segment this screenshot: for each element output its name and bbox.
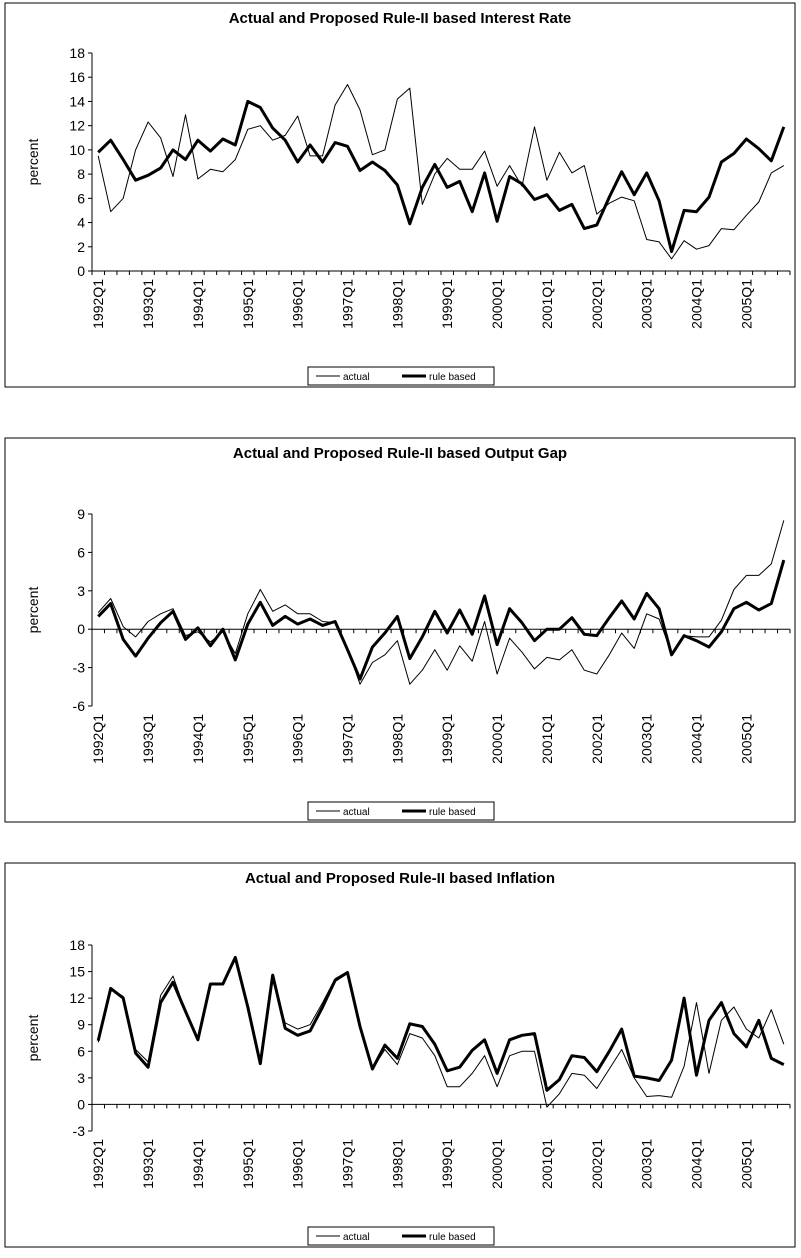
y-tick-label: 12 xyxy=(69,118,85,134)
x-tick-label: 2000Q1 xyxy=(489,279,505,329)
x-tick-label: 1998Q1 xyxy=(389,1139,405,1189)
x-tick-label: 1999Q1 xyxy=(439,714,455,764)
y-tick-label: 0 xyxy=(77,1096,85,1112)
x-tick-label: 2004Q1 xyxy=(689,279,705,329)
y-tick-label: 12 xyxy=(69,990,85,1006)
y-axis-label: percent xyxy=(25,587,41,634)
x-tick-label: 2003Q1 xyxy=(639,1139,655,1189)
x-tick-label: 1997Q1 xyxy=(340,279,356,329)
y-tick-label: 4 xyxy=(77,215,85,231)
x-tick-label: 2001Q1 xyxy=(539,714,555,764)
chart-title: Actual and Proposed Rule-II based Inflat… xyxy=(245,870,555,887)
x-tick-label: 1992Q1 xyxy=(90,1139,106,1189)
y-axis-label: percent xyxy=(25,139,41,186)
series-line xyxy=(96,955,785,1092)
y-tick-label: 8 xyxy=(77,166,85,182)
x-tick-label: 2005Q1 xyxy=(738,1139,754,1189)
x-tick-label: 1999Q1 xyxy=(439,1139,455,1189)
x-tick-label: 2001Q1 xyxy=(539,279,555,329)
x-tick-label: 2005Q1 xyxy=(738,279,754,329)
y-tick-label: 16 xyxy=(69,69,85,85)
x-tick-label: 1994Q1 xyxy=(190,1139,206,1189)
y-tick-label: -3 xyxy=(73,660,86,676)
y-tick-label: 6 xyxy=(77,544,85,560)
legend-label: actual xyxy=(343,1232,370,1243)
series-line xyxy=(97,99,786,254)
legend-label: actual xyxy=(343,807,370,818)
y-tick-label: 18 xyxy=(69,45,85,61)
y-tick-label: 0 xyxy=(77,263,85,279)
x-tick-label: 1999Q1 xyxy=(439,279,455,329)
x-tick-label: 1997Q1 xyxy=(340,714,356,764)
y-tick-label: 9 xyxy=(77,1017,85,1033)
x-tick-label: 1996Q1 xyxy=(290,714,306,764)
x-tick-label: 1992Q1 xyxy=(90,279,106,329)
y-tick-label: 15 xyxy=(69,964,85,980)
x-tick-label: 1995Q1 xyxy=(240,714,256,764)
x-tick-label: 1993Q1 xyxy=(140,1139,156,1189)
x-tick-label: 1998Q1 xyxy=(389,714,405,764)
y-tick-label: 10 xyxy=(69,142,85,158)
chart: Actual and Proposed Rule-II based Output… xyxy=(4,437,796,823)
x-tick-label: 1993Q1 xyxy=(140,279,156,329)
chart: Actual and Proposed Rule-II based Inflat… xyxy=(4,862,796,1248)
y-tick-label: 0 xyxy=(77,621,85,637)
y-axis-label: percent xyxy=(25,1015,41,1062)
x-tick-label: 1995Q1 xyxy=(240,1139,256,1189)
x-tick-label: 2000Q1 xyxy=(489,1139,505,1189)
x-tick-label: 2003Q1 xyxy=(639,714,655,764)
x-tick-label: 2005Q1 xyxy=(738,714,754,764)
x-tick-label: 2002Q1 xyxy=(589,714,605,764)
y-tick-label: 3 xyxy=(77,1070,85,1086)
y-tick-label: 2 xyxy=(77,239,85,255)
x-tick-label: 2000Q1 xyxy=(489,714,505,764)
x-tick-label: 1996Q1 xyxy=(290,1139,306,1189)
series-line xyxy=(97,84,785,260)
x-tick-label: 2004Q1 xyxy=(689,714,705,764)
x-tick-label: 1994Q1 xyxy=(190,279,206,329)
y-tick-label: 18 xyxy=(69,937,85,953)
chart-title: Actual and Proposed Rule-II based Intere… xyxy=(229,10,572,27)
legend-label: actual xyxy=(343,372,370,383)
x-tick-label: 2002Q1 xyxy=(589,279,605,329)
x-tick-label: 1998Q1 xyxy=(389,279,405,329)
x-tick-label: 2004Q1 xyxy=(689,1139,705,1189)
x-tick-label: 1995Q1 xyxy=(240,279,256,329)
y-tick-label: -3 xyxy=(73,1123,86,1139)
x-tick-label: 1992Q1 xyxy=(90,714,106,764)
legend-label: rule based xyxy=(429,372,476,383)
x-tick-label: 1994Q1 xyxy=(190,714,206,764)
legend-box xyxy=(307,366,495,386)
legend-box xyxy=(307,801,495,821)
y-tick-label: 9 xyxy=(77,506,85,522)
y-tick-label: 6 xyxy=(77,190,85,206)
chart-title: Actual and Proposed Rule-II based Output… xyxy=(233,445,567,462)
y-tick-label: -6 xyxy=(73,698,86,714)
x-tick-label: 2003Q1 xyxy=(639,279,655,329)
x-tick-label: 1997Q1 xyxy=(340,1139,356,1189)
legend-label: rule based xyxy=(429,1232,476,1243)
x-tick-label: 2002Q1 xyxy=(589,1139,605,1189)
legend-box xyxy=(307,1226,495,1246)
chart: Actual and Proposed Rule-II based Intere… xyxy=(4,2,796,388)
y-tick-label: 3 xyxy=(77,583,85,599)
x-tick-label: 2001Q1 xyxy=(539,1139,555,1189)
x-tick-label: 1993Q1 xyxy=(140,714,156,764)
series-line xyxy=(97,559,786,681)
y-tick-label: 14 xyxy=(69,93,85,109)
legend-label: rule based xyxy=(429,807,476,818)
x-tick-label: 1996Q1 xyxy=(290,279,306,329)
y-tick-label: 6 xyxy=(77,1043,85,1059)
